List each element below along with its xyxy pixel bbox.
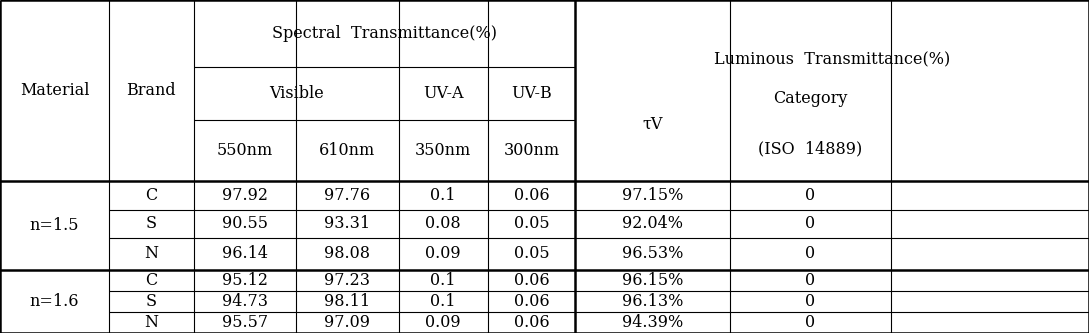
Text: 0: 0: [805, 215, 816, 232]
Text: 97.23: 97.23: [325, 272, 370, 289]
Text: 90.55: 90.55: [222, 215, 268, 232]
Text: 96.53%: 96.53%: [622, 245, 683, 262]
Text: 0: 0: [805, 314, 816, 331]
Text: τV: τV: [643, 116, 662, 133]
Text: 96.14: 96.14: [222, 245, 268, 262]
Text: 95.57: 95.57: [222, 314, 268, 331]
Text: S: S: [146, 215, 157, 232]
Text: 97.92: 97.92: [222, 187, 268, 204]
Text: 0.05: 0.05: [514, 245, 549, 262]
Text: (ISO  14889): (ISO 14889): [758, 141, 862, 158]
Text: 0.09: 0.09: [426, 245, 461, 262]
Text: 0.1: 0.1: [430, 293, 456, 310]
Text: n=1.6: n=1.6: [29, 293, 79, 310]
Text: Material: Material: [20, 82, 89, 99]
Text: 96.15%: 96.15%: [622, 272, 683, 289]
Text: 0.06: 0.06: [514, 272, 549, 289]
Text: 95.12: 95.12: [222, 272, 268, 289]
Text: 93.31: 93.31: [325, 215, 370, 232]
Text: 0.09: 0.09: [426, 314, 461, 331]
Text: 550nm: 550nm: [217, 142, 273, 159]
Text: 350nm: 350nm: [415, 142, 472, 159]
Text: C: C: [145, 187, 158, 204]
Text: 0: 0: [805, 293, 816, 310]
Text: 0.1: 0.1: [430, 187, 456, 204]
Text: UV-B: UV-B: [511, 85, 552, 102]
Text: 0: 0: [805, 245, 816, 262]
Text: 98.08: 98.08: [325, 245, 370, 262]
Text: Brand: Brand: [126, 82, 176, 99]
Text: Visible: Visible: [269, 85, 323, 102]
Text: C: C: [145, 272, 158, 289]
Text: Spectral  Transmittance(%): Spectral Transmittance(%): [272, 25, 497, 42]
Text: 97.15%: 97.15%: [622, 187, 683, 204]
Text: Category: Category: [773, 90, 847, 107]
Text: 610nm: 610nm: [319, 142, 376, 159]
Text: N: N: [145, 314, 158, 331]
Text: 0.08: 0.08: [426, 215, 461, 232]
Text: S: S: [146, 293, 157, 310]
Text: 98.11: 98.11: [325, 293, 370, 310]
Text: 94.73: 94.73: [222, 293, 268, 310]
Text: 97.76: 97.76: [325, 187, 370, 204]
Text: 300nm: 300nm: [503, 142, 560, 159]
Text: 0: 0: [805, 272, 816, 289]
Text: 0.06: 0.06: [514, 293, 549, 310]
Text: 94.39%: 94.39%: [622, 314, 683, 331]
Text: 0.1: 0.1: [430, 272, 456, 289]
Text: Luminous  Transmittance(%): Luminous Transmittance(%): [714, 51, 950, 69]
Text: UV-A: UV-A: [423, 85, 464, 102]
Text: 0: 0: [805, 187, 816, 204]
Text: 96.13%: 96.13%: [622, 293, 683, 310]
Text: 92.04%: 92.04%: [622, 215, 683, 232]
Text: 0.06: 0.06: [514, 187, 549, 204]
Text: 0.06: 0.06: [514, 314, 549, 331]
Text: 97.09: 97.09: [325, 314, 370, 331]
Text: 0.05: 0.05: [514, 215, 549, 232]
Text: n=1.5: n=1.5: [29, 217, 79, 234]
Text: N: N: [145, 245, 158, 262]
